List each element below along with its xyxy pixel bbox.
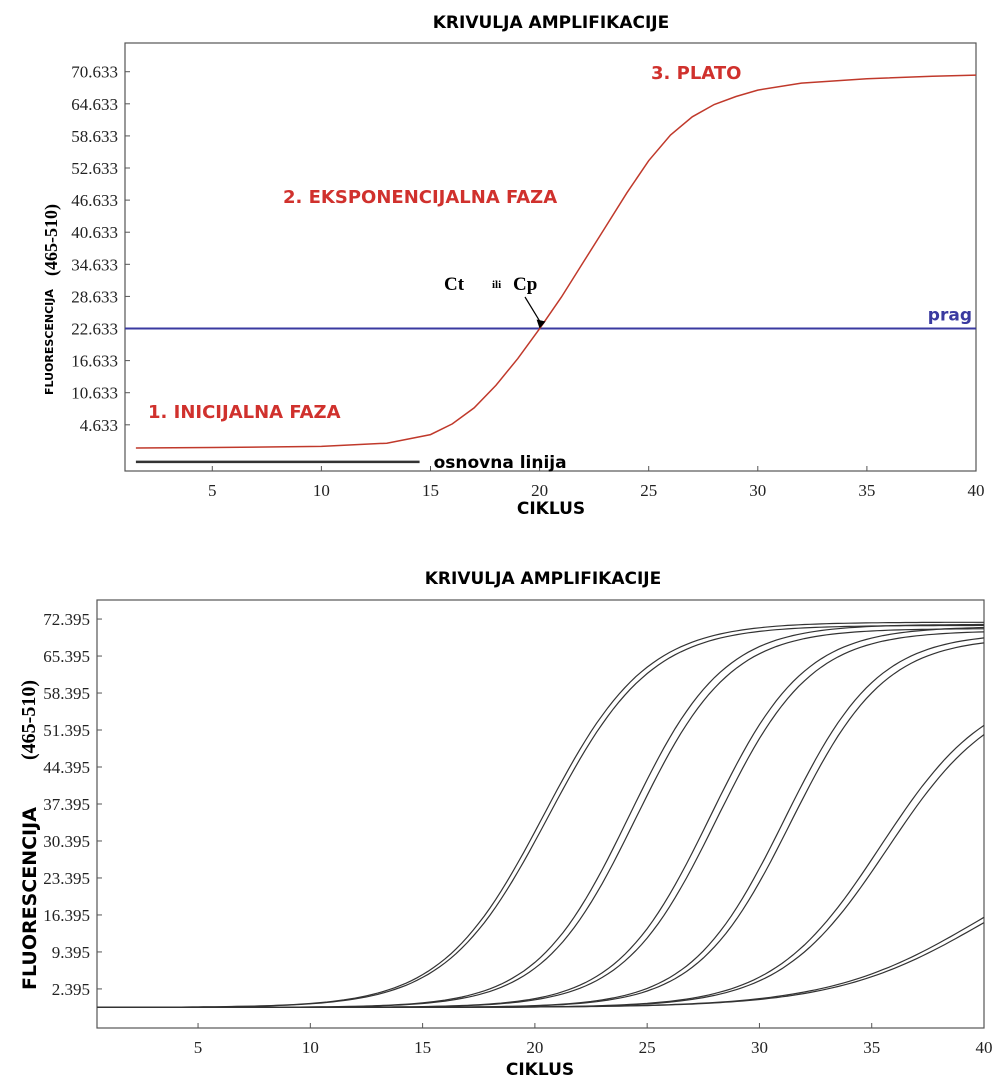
chart-1-ct-arrow [524,296,542,323]
chart-1-y-tick-label: 22.633 [71,320,118,339]
chart-1-x-axis-ticks: 5 10 15 20 25 30 35 40 [208,466,985,500]
chart-1-phase-1-label: 1. INICIJALNA FAZA [148,402,341,423]
chart-1-series-line [135,74,977,449]
chart-2-x-tick-label: 5 [194,1038,203,1057]
chart-1-threshold-label: prag [928,306,972,326]
chart-1-phase-3-label: 3. PLATO [651,63,741,84]
chart-1-x-tick-label: 15 [422,481,439,500]
chart-1-x-tick-label: 20 [531,481,548,500]
chart-2-x-tick-label: 10 [302,1038,319,1057]
chart-1-plot-area [124,42,977,472]
chart-1-y-tick-label: 52.633 [71,159,118,178]
chart-2-y-axis-units: (465-510) [18,680,40,760]
chart-1-y-tick-label: 46.633 [71,191,118,210]
chart-2-y-axis-ticks: 2.395 9.395 16.395 23.395 30.395 37.395 44.395… [43,610,102,999]
chart-2-y-tick-label: 16.395 [43,906,90,925]
chart-1-y-tick-label: 10.633 [71,384,118,403]
chart-2: KRIVULJA AMPLIFIKACIJE 2.3959.39516.3952… [18,569,993,1080]
chart-2-y-tick-label: 9.395 [52,943,90,962]
chart-1-y-tick-label: 40.633 [71,223,118,242]
chart-1-x-tick-label: 40 [968,481,985,500]
chart-1-cp-label: Cp [513,274,537,295]
chart-1-x-tick-label: 5 [208,481,217,500]
chart-1-y-tick-label: 34.633 [71,255,118,274]
chart-1-x-axis-label: CIKLUS [517,499,585,519]
chart-1-y-tick-label: 70.633 [71,63,118,82]
chart-2-y-tick-label: 51.395 [43,721,90,740]
chart-2-y-tick-label: 2.395 [52,980,90,999]
chart-1-y-tick-label: 58.633 [71,127,118,146]
chart-1-y-axis-ticks: 4.633 10.633 16.633 22.633 28.633 34.633 40.63… [71,63,130,435]
chart-1-x-tick-label: 10 [313,481,330,500]
chart-1-x-tick-label: 30 [749,481,766,500]
chart-1-ct-or-label: ili [492,279,501,291]
chart-2-y-tick-label: 23.395 [43,869,90,888]
chart-2-series-lines [97,621,985,1008]
chart-2-x-tick-label: 35 [863,1038,880,1057]
chart-2-x-tick-label: 15 [414,1038,431,1057]
chart-2-y-axis-label: FLUORESCENCIJA [19,807,41,990]
chart-2-x-axis-ticks: 5 10 15 20 25 30 35 40 [194,1023,993,1057]
chart-2-series-line-2 [97,624,984,1008]
chart-2-y-tick-label: 44.395 [43,758,90,777]
chart-2-x-tick-label: 30 [751,1038,768,1057]
chart-2-x-axis-label: CIKLUS [506,1060,574,1080]
chart-2-series-line-12 [97,922,985,1008]
chart-2-x-tick-label: 25 [639,1038,656,1057]
chart-1-phase-2-label: 2. EKSPONENCIJALNA FAZA [283,187,557,208]
chart-1-ct-arrowhead [536,319,546,329]
chart-2-title: KRIVULJA AMPLIFIKACIJE [425,569,661,589]
chart-1-x-tick-label: 35 [858,481,875,500]
chart-1-y-tick-label: 64.633 [71,95,118,114]
chart-1: KRIVULJA AMPLIFIKACIJE 4.633 10.633 16.633… [41,13,985,519]
chart-2-y-tick-label: 65.395 [43,647,90,666]
chart-1-y-axis-units: (465-510) [41,204,62,276]
chart-1-y-axis-label: FLUORESCENCIJA [43,289,56,395]
chart-1-x-tick-label: 25 [640,481,657,500]
chart-2-x-tick-label: 40 [976,1038,993,1057]
chart-2-y-tick-label: 72.395 [43,610,90,629]
chart-1-y-tick-label: 16.633 [71,352,118,371]
chart-1-y-tick-label: 28.633 [71,287,118,306]
chart-2-y-tick-label: 30.395 [43,832,90,851]
chart-1-ct-label: Ct [444,274,465,295]
chart-2-y-tick-label: 58.395 [43,684,90,703]
chart-2-x-tick-label: 20 [526,1038,543,1057]
chart-1-y-tick-label: 4.633 [80,416,118,435]
chart-1-title: KRIVULJA AMPLIFIKACIJE [433,13,669,33]
chart-1-baseline-label: osnovna linija [434,453,567,473]
chart-2-y-tick-label: 37.395 [43,795,90,814]
